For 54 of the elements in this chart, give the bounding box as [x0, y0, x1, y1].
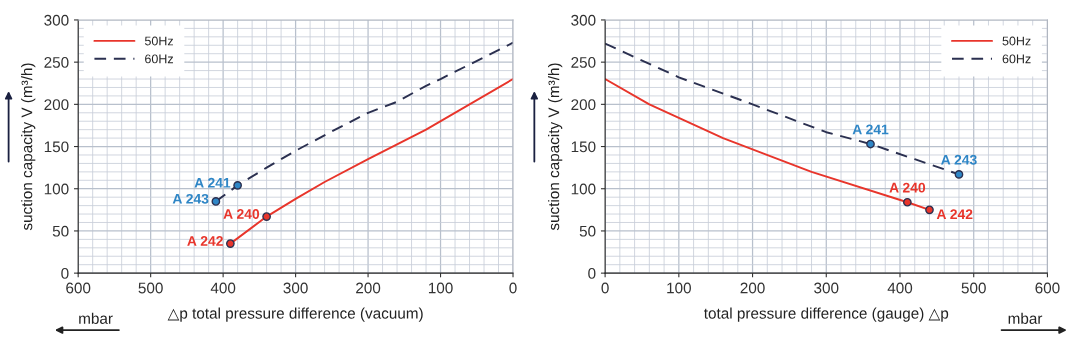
y-tick-label: 50	[52, 225, 69, 237]
data-label: A 241	[852, 124, 889, 135]
legend-label: 60Hz	[1002, 54, 1031, 64]
y-tick-label: 100	[44, 183, 69, 195]
y-axis-title: suction capacity V (m³/h)	[548, 63, 563, 231]
data-label: A 242	[936, 209, 973, 219]
y-tick-label: 300	[571, 14, 596, 26]
point	[262, 212, 271, 221]
point	[866, 139, 875, 149]
y-tick-label: 300	[44, 14, 69, 26]
y-tick-label: 0	[61, 268, 69, 279]
x-tick-label: 0	[601, 282, 609, 294]
x-tick-label: 200	[356, 282, 381, 294]
x-tick-label: 600	[66, 282, 91, 294]
data-label: A 242	[187, 236, 223, 246]
x-tick-label: 600	[1035, 282, 1060, 294]
x-tick-label: 100	[667, 282, 691, 294]
x-tick-label: 500	[138, 282, 163, 294]
point	[233, 180, 242, 190]
x-tick-label: 200	[740, 282, 765, 294]
legend-label: 60Hz	[145, 54, 173, 64]
point	[954, 170, 964, 179]
x-tick-label: 400	[887, 282, 913, 294]
y-tick-label: 250	[571, 57, 596, 68]
point	[226, 239, 235, 248]
y-axis-title: suction capacity V (m³/h)	[21, 63, 36, 231]
data-label: A 241	[194, 177, 231, 188]
data-label: A 243	[172, 193, 209, 204]
y-tick-label: 150	[44, 141, 69, 153]
point	[211, 197, 221, 206]
data-label: A 240	[223, 209, 260, 219]
x-tick-label: 100	[428, 282, 453, 294]
x-axis-title: total pressure difference (gauge) △p	[704, 307, 949, 322]
x-tick-label: 500	[961, 282, 986, 294]
y-tick-label: 100	[571, 183, 596, 195]
y-tick-label: 50	[579, 225, 596, 237]
y-tick-label: 0	[588, 268, 596, 279]
x-tick-label: 300	[814, 282, 839, 294]
x-tick-label: 0	[509, 282, 517, 294]
y-tick-label: 200	[571, 99, 596, 111]
point	[925, 205, 934, 215]
data-label: A 240	[889, 182, 926, 193]
point	[902, 197, 912, 207]
y-tick-label: 200	[44, 99, 69, 111]
x-tick-label: 300	[283, 282, 308, 294]
y-tick-label: 150	[571, 141, 596, 153]
legend-label: 50Hz	[1002, 36, 1031, 46]
data-label: A 243	[941, 154, 977, 165]
text: mbar	[1008, 312, 1043, 324]
y-tick-label: 250	[44, 57, 69, 68]
legend-label: 50Hz	[144, 36, 173, 46]
text: mbar	[79, 312, 113, 324]
x-tick-label: 400	[210, 282, 236, 294]
x-axis-title: △p total pressure difference (vacuum)	[167, 307, 423, 322]
